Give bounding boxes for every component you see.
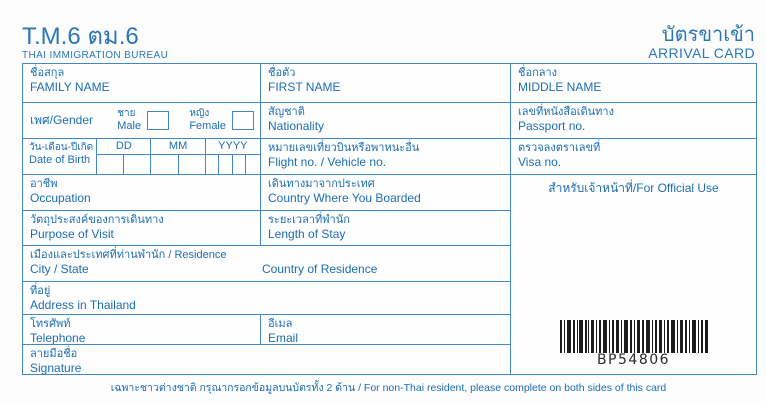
field-address-in-thailand: ที่อยู่ Address in Thailand	[23, 282, 511, 315]
field-family-name: ชื่อสกุล FAMILY NAME	[23, 64, 261, 103]
boarded-label-th: เดินทางมาจากประเทศ	[268, 178, 375, 190]
signature-label-en: Signature	[30, 361, 82, 374]
card-header: T.M.6 ตม.6 THAI IMMIGRATION BUREAU บัตรข…	[22, 24, 755, 61]
female-label-th: หญิง	[189, 108, 210, 120]
dob-digit-box-m2[interactable]	[178, 155, 206, 174]
bureau-name: THAI IMMIGRATION BUREAU	[22, 50, 169, 62]
dob-label-en: Date of Birth	[29, 154, 91, 166]
female-option-label: หญิง Female	[189, 108, 226, 132]
field-signature: ลายมือชื่อ Signature	[23, 345, 511, 374]
first-name-label-en: FIRST NAME	[268, 80, 341, 95]
family-name-label-en: FAMILY NAME	[30, 80, 110, 95]
dob-digit-table: DD MM YYYY	[96, 139, 260, 174]
field-email: อีเมล Email	[261, 315, 511, 345]
field-date-of-birth: วัน-เดือน-ปีเกิด Date of Birth DD MM YYY…	[23, 139, 261, 175]
dob-dd-header: DD	[97, 139, 152, 155]
dob-digit-box-m1[interactable]	[151, 155, 179, 174]
form-number-block: T.M.6 ตม.6 THAI IMMIGRATION BUREAU	[22, 24, 168, 61]
dob-digit-box-y4[interactable]	[246, 155, 260, 174]
barcode-icon	[559, 319, 708, 353]
field-occupation: อาชีพ Occupation	[23, 175, 261, 211]
purpose-label-en: Purpose of Visit	[30, 227, 114, 242]
dob-digit-box-y1[interactable]	[205, 155, 220, 174]
telephone-label-th: โทรศัพท์	[30, 318, 71, 330]
field-flight-no: หมายเลขเที่ยวบินหรือพาหนะอื่น Flight no.…	[261, 139, 511, 175]
occupation-label-en: Occupation	[30, 191, 91, 206]
occupation-label-th: อาชีพ	[30, 178, 58, 190]
card-title-english: ARRIVAL CARD	[648, 45, 755, 62]
telephone-label-en: Telephone	[30, 331, 86, 345]
field-length-of-stay: ระยะเวลาที่พำนัก Length of Stay	[261, 211, 511, 246]
gender-label: เพศ/Gender	[30, 113, 93, 127]
official-use-label: สำหรับเจ้าหน้าที่/For Official Use	[548, 181, 719, 195]
field-country-boarded: เดินทางมาจากประเทศ Country Where You Boa…	[261, 175, 511, 211]
male-label-en: Male	[117, 119, 142, 132]
field-middle-name: ชื่อกลาง MIDDLE NAME	[511, 64, 756, 103]
barcode-number: BP54806	[596, 351, 671, 368]
field-gender: เพศ/Gender ชาย Male หญิง Female	[23, 103, 261, 139]
flight-label-th: หมายเลขเที่ยวบินหรือพาหนะอื่น	[268, 142, 420, 154]
footer-note: เฉพาะชาวต่างชาติ กรุณากรอกข้อมูลบนบัตรทั…	[110, 382, 667, 394]
nationality-label-en: Nationality	[268, 119, 325, 134]
dob-digit-box-d2[interactable]	[124, 155, 152, 174]
residence-label-th: เมืองและประเทศที่ท่านพำนัก / Residence	[30, 249, 227, 261]
boarded-label-en: Country Where You Boarded	[268, 191, 421, 206]
field-nationality: สัญชาติ Nationality	[261, 103, 511, 139]
city-state-label: City / State	[30, 262, 89, 277]
visa-label-th: ตรวจลงตราเลขที่	[518, 142, 601, 154]
dob-digit-box-d1[interactable]	[97, 155, 125, 174]
form-number: T.M.6 ตม.6	[22, 23, 139, 50]
female-label-en: Female	[189, 119, 226, 132]
stay-label-th: ระยะเวลาที่พำนัก	[268, 214, 350, 226]
middle-name-label-en: MIDDLE NAME	[518, 80, 602, 95]
email-label-en: Email	[268, 331, 299, 345]
passport-label-en: Passport no.	[518, 119, 586, 134]
male-option-label: ชาย Male	[117, 108, 141, 132]
field-first-name: ชื่อตัว FIRST NAME	[261, 64, 511, 103]
dob-digit-box-y2[interactable]	[219, 155, 233, 174]
first-name-label-th: ชื่อตัว	[268, 67, 296, 79]
male-checkbox[interactable]	[147, 111, 170, 130]
field-passport-no: เลขที่หนังสือเดินทาง Passport no.	[511, 103, 756, 139]
official-use-box: สำหรับเจ้าหน้าที่/For Official Use	[511, 175, 756, 374]
dob-mm-header: MM	[151, 139, 206, 155]
family-name-label-th: ชื่อสกุล	[30, 67, 65, 79]
address-label-th: ที่อยู่	[30, 285, 51, 297]
card-title-thai: บัตรขาเข้า	[661, 24, 755, 47]
dob-digit-box-y3[interactable]	[232, 155, 247, 174]
dob-label-th: วัน-เดือน-ปีเกิด	[29, 142, 94, 153]
flight-label-en: Flight no. / Vehicle no.	[268, 155, 387, 170]
male-label-th: ชาย	[117, 108, 136, 120]
field-telephone: โทรศัพท์ Telephone	[23, 315, 261, 345]
field-residence: เมืองและประเทศที่ท่านพำนัก / Residence C…	[23, 246, 511, 282]
email-label-th: อีเมล	[268, 318, 293, 330]
nationality-label-th: สัญชาติ	[268, 106, 305, 118]
stay-label-en: Length of Stay	[268, 227, 346, 242]
arrival-card-form: ชื่อสกุล FAMILY NAME ชื่อตัว FIRST NAME …	[22, 63, 757, 375]
country-of-residence-label: Country of Residence	[262, 262, 378, 277]
visa-label-en: Visa no.	[518, 155, 562, 170]
card-title-block: บัตรขาเข้า ARRIVAL CARD	[648, 25, 755, 61]
dob-label: วัน-เดือน-ปีเกิด Date of Birth	[23, 139, 96, 174]
dob-yyyy-header: YYYY	[205, 139, 260, 155]
field-purpose-of-visit: วัตถุประสงค์ของการเดินทาง Purpose of Vis…	[23, 211, 261, 246]
field-visa-no: ตรวจลงตราเลขที่ Visa no.	[511, 139, 756, 175]
signature-label-th: ลายมือชื่อ	[30, 348, 78, 360]
purpose-label-th: วัตถุประสงค์ของการเดินทาง	[30, 214, 164, 226]
female-checkbox[interactable]	[232, 111, 254, 130]
middle-name-label-th: ชื่อกลาง	[518, 67, 558, 79]
barcode-block: BP54806	[559, 319, 708, 368]
passport-label-th: เลขที่หนังสือเดินทาง	[518, 106, 614, 118]
address-label-en: Address in Thailand	[30, 298, 136, 313]
